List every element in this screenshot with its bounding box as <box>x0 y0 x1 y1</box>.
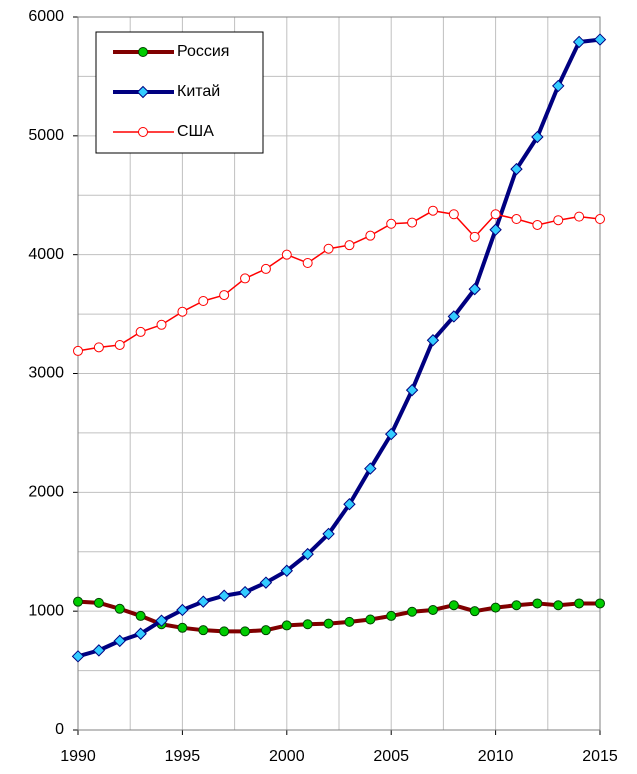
marker <box>489 223 502 236</box>
marker <box>301 547 314 561</box>
marker <box>322 527 335 541</box>
marker <box>426 334 440 347</box>
marker <box>260 263 271 274</box>
marker <box>281 249 292 260</box>
marker <box>469 231 480 242</box>
legend-label: США <box>177 123 214 140</box>
marker <box>532 219 543 230</box>
marker <box>302 619 313 630</box>
marker <box>490 602 501 613</box>
marker <box>114 339 125 350</box>
marker <box>92 644 106 657</box>
marker <box>343 498 356 511</box>
marker <box>553 600 564 611</box>
marker <box>260 625 271 636</box>
legend-label: Россия <box>177 43 229 60</box>
marker <box>447 310 461 323</box>
marker <box>469 606 480 617</box>
marker <box>532 598 543 609</box>
marker <box>240 626 251 637</box>
y-tick-label: 4000 <box>28 246 64 263</box>
marker <box>344 616 355 627</box>
marker <box>113 634 126 648</box>
y-tick-label: 2000 <box>28 484 64 501</box>
marker <box>73 345 83 356</box>
marker <box>281 620 292 631</box>
marker <box>176 603 189 617</box>
marker <box>365 230 376 241</box>
legend: Россия Китай США <box>95 31 264 154</box>
marker <box>574 211 585 222</box>
marker <box>572 35 586 49</box>
marker <box>427 205 438 216</box>
marker <box>240 273 251 284</box>
marker <box>138 47 148 57</box>
marker <box>155 614 168 627</box>
marker <box>511 214 522 225</box>
marker <box>71 650 85 663</box>
marker <box>280 564 294 577</box>
marker <box>198 625 209 636</box>
marker <box>510 162 523 176</box>
x-tick-label: 2000 <box>269 748 305 765</box>
marker <box>553 215 564 226</box>
marker <box>323 243 334 254</box>
marker <box>177 622 188 633</box>
marker <box>511 600 522 611</box>
marker <box>238 585 252 599</box>
marker <box>93 597 104 608</box>
marker <box>595 214 605 225</box>
y-tick-label: 5000 <box>28 127 64 144</box>
marker <box>468 282 481 296</box>
marker <box>138 127 148 137</box>
legend-label: Китай <box>177 83 220 100</box>
marker <box>134 627 147 640</box>
y-tick-label: 1000 <box>28 602 64 619</box>
marker <box>364 462 377 475</box>
marker <box>217 589 231 602</box>
x-tick-label: 2015 <box>582 748 618 765</box>
marker <box>384 427 398 441</box>
marker <box>448 209 459 220</box>
marker <box>197 595 210 608</box>
marker <box>593 33 607 46</box>
marker <box>219 626 230 637</box>
marker <box>323 618 334 629</box>
marker <box>177 306 188 317</box>
y-tick-label: 6000 <box>28 8 64 25</box>
marker <box>386 610 397 621</box>
marker <box>73 596 83 607</box>
marker <box>156 319 167 330</box>
marker <box>365 614 376 625</box>
marker <box>448 600 459 611</box>
marker <box>574 598 585 609</box>
marker <box>219 290 230 301</box>
x-tick-label: 1995 <box>165 748 201 765</box>
marker <box>405 383 419 397</box>
marker <box>135 610 146 621</box>
marker <box>135 326 146 337</box>
marker <box>344 240 355 251</box>
marker <box>93 342 104 353</box>
marker <box>386 218 397 229</box>
marker <box>407 217 418 228</box>
marker <box>259 576 273 589</box>
marker <box>427 604 438 615</box>
marker <box>531 130 544 144</box>
x-tick-label: 1990 <box>60 748 96 765</box>
y-tick-label: 0 <box>55 721 64 738</box>
marker <box>490 209 501 220</box>
marker <box>114 603 125 614</box>
marker <box>302 257 313 268</box>
marker <box>136 85 150 99</box>
marker <box>198 296 209 307</box>
marker <box>552 79 565 93</box>
marker <box>407 606 418 617</box>
marker <box>595 598 605 609</box>
x-tick-label: 2005 <box>373 748 409 765</box>
y-tick-label: 3000 <box>28 365 64 382</box>
x-tick-label: 2010 <box>478 748 514 765</box>
plot-frame <box>77 16 601 731</box>
